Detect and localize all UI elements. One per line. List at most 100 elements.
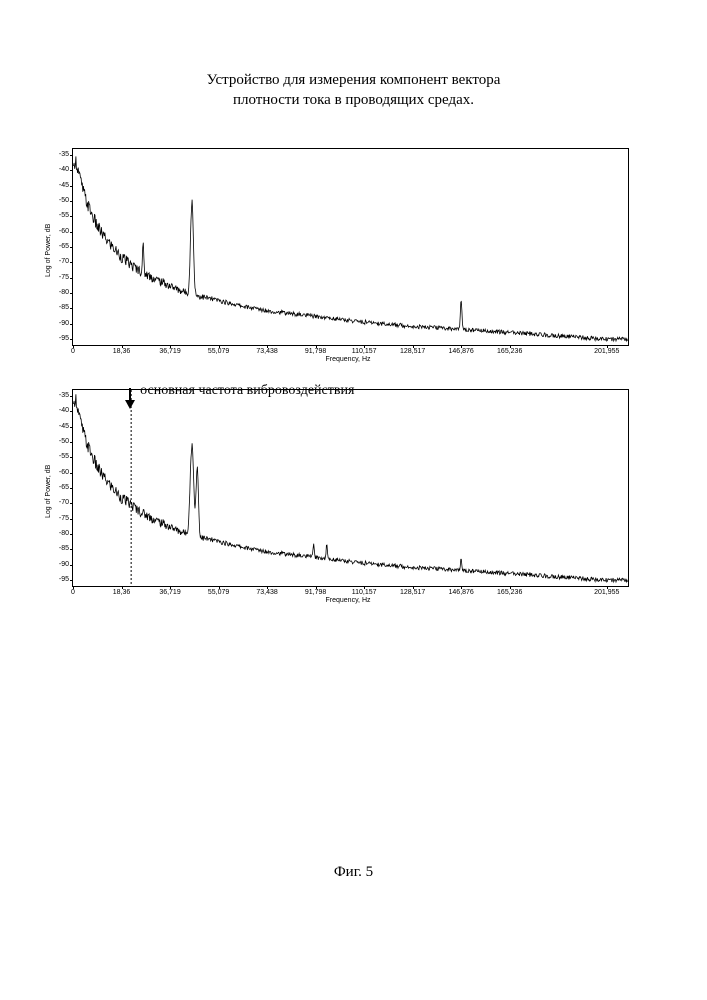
y-tick-mark — [70, 262, 73, 263]
y-tick-mark — [70, 293, 73, 294]
page-title: Устройство для измерения компонент векто… — [0, 70, 707, 111]
y-tick-label: -75 — [51, 515, 69, 522]
x-tick-label: 110,157 — [349, 589, 379, 596]
y-tick-mark — [70, 473, 73, 474]
x-tick-label: 128,517 — [398, 348, 428, 355]
x-tick-mark — [122, 345, 123, 348]
y-tick-label: -95 — [51, 335, 69, 342]
y-tick-mark — [70, 155, 73, 156]
y-tick-label: -70 — [51, 258, 69, 265]
y-tick-label: -45 — [51, 423, 69, 430]
x-tick-mark — [73, 586, 74, 589]
x-tick-label: 18,36 — [107, 589, 137, 596]
x-tick-mark — [461, 586, 462, 589]
y-tick-label: -55 — [51, 453, 69, 460]
x-tick-label: 201,955 — [592, 348, 622, 355]
x-tick-label: 165,236 — [495, 589, 525, 596]
y-tick-mark — [70, 324, 73, 325]
x-tick-label: 18,36 — [107, 348, 137, 355]
x-tick-label: 91,798 — [301, 589, 331, 596]
x-tick-mark — [461, 345, 462, 348]
y-tick-mark — [70, 247, 73, 248]
y-tick-mark — [70, 186, 73, 187]
y-tick-label: -85 — [51, 304, 69, 311]
x-tick-mark — [510, 586, 511, 589]
y-tick-mark — [70, 549, 73, 550]
x-tick-label: 36,719 — [155, 348, 185, 355]
x-tick-label: 36,719 — [155, 589, 185, 596]
spectrum-chart-1: -35-40-45-50-55-60-65-70-75-80-85-90-95 … — [72, 148, 629, 346]
y-tick-label: -60 — [51, 469, 69, 476]
y-tick-mark — [70, 170, 73, 171]
spectrum-chart-2: -35-40-45-50-55-60-65-70-75-80-85-90-95 … — [72, 389, 629, 587]
x-tick-mark — [267, 586, 268, 589]
y-tick-mark — [70, 411, 73, 412]
page: Устройство для измерения компонент векто… — [0, 0, 707, 1000]
x-tick-mark — [170, 586, 171, 589]
y-tick-mark — [70, 427, 73, 428]
x-tick-label: 146,876 — [446, 589, 476, 596]
x-tick-mark — [219, 586, 220, 589]
x-tick-label: 165,236 — [495, 348, 525, 355]
y-tick-label: -65 — [51, 484, 69, 491]
x-tick-mark — [364, 345, 365, 348]
title-line-2: плотности тока в проводящих средах. — [233, 92, 474, 108]
x-tick-label: 91,798 — [301, 348, 331, 355]
vibration-frequency-annotation: основная частота вибровоздействия — [140, 383, 354, 399]
y-tick-mark — [70, 442, 73, 443]
x-axis-label: Frequency, Hz — [326, 597, 371, 604]
x-tick-label: 128,517 — [398, 589, 428, 596]
y-tick-mark — [70, 232, 73, 233]
x-tick-mark — [170, 345, 171, 348]
x-tick-mark — [122, 586, 123, 589]
y-tick-label: -55 — [51, 212, 69, 219]
arrow-icon — [124, 387, 134, 407]
x-tick-mark — [607, 345, 608, 348]
x-tick-label: 55,079 — [204, 589, 234, 596]
y-tick-mark — [70, 488, 73, 489]
y-tick-mark — [70, 565, 73, 566]
x-tick-label: 0 — [58, 348, 88, 355]
x-tick-mark — [316, 586, 317, 589]
y-tick-mark — [70, 519, 73, 520]
x-tick-label: 73,438 — [252, 589, 282, 596]
y-tick-label: -80 — [51, 530, 69, 537]
y-tick-label: -40 — [51, 407, 69, 414]
x-tick-mark — [73, 345, 74, 348]
y-tick-label: -80 — [51, 289, 69, 296]
y-tick-label: -45 — [51, 182, 69, 189]
x-tick-mark — [607, 586, 608, 589]
x-tick-mark — [413, 345, 414, 348]
spectrum-line — [73, 390, 628, 586]
x-tick-label: 73,438 — [252, 348, 282, 355]
y-tick-label: -65 — [51, 243, 69, 250]
y-tick-label: -70 — [51, 499, 69, 506]
x-tick-mark — [316, 345, 317, 348]
y-tick-mark — [70, 457, 73, 458]
y-tick-label: -60 — [51, 228, 69, 235]
y-tick-mark — [70, 278, 73, 279]
y-tick-label: -50 — [51, 197, 69, 204]
y-tick-mark — [70, 216, 73, 217]
y-tick-label: -90 — [51, 320, 69, 327]
x-tick-mark — [510, 345, 511, 348]
spectrum-line — [73, 149, 628, 345]
y-tick-label: -40 — [51, 166, 69, 173]
title-line-1: Устройство для измерения компонент векто… — [207, 72, 501, 88]
x-tick-label: 146,876 — [446, 348, 476, 355]
y-axis-label: Log of Power, dB — [45, 465, 52, 518]
y-tick-label: -50 — [51, 438, 69, 445]
y-tick-mark — [70, 308, 73, 309]
y-tick-label: -75 — [51, 274, 69, 281]
x-tick-mark — [364, 586, 365, 589]
x-tick-mark — [219, 345, 220, 348]
x-tick-label: 55,079 — [204, 348, 234, 355]
x-tick-mark — [267, 345, 268, 348]
y-tick-label: -35 — [51, 392, 69, 399]
y-tick-mark — [70, 339, 73, 340]
y-tick-mark — [70, 534, 73, 535]
x-tick-label: 110,157 — [349, 348, 379, 355]
x-tick-mark — [413, 586, 414, 589]
y-tick-mark — [70, 580, 73, 581]
y-tick-mark — [70, 396, 73, 397]
